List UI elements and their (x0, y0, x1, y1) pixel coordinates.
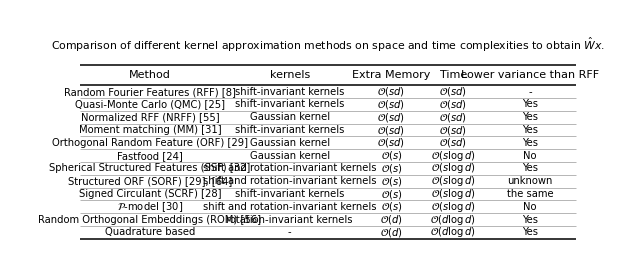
Text: Gaussian kernel: Gaussian kernel (250, 112, 330, 122)
Text: $\mathcal{O}(s\log d)$: $\mathcal{O}(s\log d)$ (431, 187, 476, 201)
Text: $\mathcal{O}(sd)$: $\mathcal{O}(sd)$ (440, 98, 467, 111)
Text: shift and rotation-invariant kernels: shift and rotation-invariant kernels (203, 176, 376, 186)
Text: Comparison of different kernel approximation methods on space and time complexit: Comparison of different kernel approxima… (51, 36, 605, 54)
Text: Gaussian kernel: Gaussian kernel (250, 151, 330, 161)
Text: $\mathcal{O}(s)$: $\mathcal{O}(s)$ (381, 188, 402, 200)
Text: $\mathcal{O}(sd)$: $\mathcal{O}(sd)$ (378, 124, 405, 136)
Text: Time: Time (440, 70, 467, 80)
Text: the same: the same (506, 189, 553, 199)
Text: Moment matching (MM) [31]: Moment matching (MM) [31] (79, 125, 221, 135)
Text: No: No (523, 202, 536, 212)
Text: $\mathcal{O}(s)$: $\mathcal{O}(s)$ (381, 175, 402, 188)
Text: $\mathcal{P}$-model [30]: $\mathcal{P}$-model [30] (117, 200, 183, 214)
Text: Gaussian kernel: Gaussian kernel (250, 138, 330, 148)
Text: Quadrature based: Quadrature based (105, 227, 195, 237)
Text: Yes: Yes (522, 227, 538, 237)
Text: $\mathcal{O}(sd)$: $\mathcal{O}(sd)$ (440, 124, 467, 136)
Text: Yes: Yes (522, 125, 538, 135)
Text: Structured ORF (SORF) [29], [64]: Structured ORF (SORF) [29], [64] (68, 176, 232, 186)
Text: Yes: Yes (522, 99, 538, 109)
Text: No: No (523, 151, 536, 161)
Text: $\mathcal{O}(s)$: $\mathcal{O}(s)$ (381, 149, 402, 162)
Text: Method: Method (129, 70, 171, 80)
Text: Random Fourier Features (RFF) [8]: Random Fourier Features (RFF) [8] (64, 87, 236, 97)
Text: $\mathcal{O}(d\log d)$: $\mathcal{O}(d\log d)$ (430, 213, 476, 227)
Text: shift-invariant kernels: shift-invariant kernels (235, 87, 344, 97)
Text: Extra Memory: Extra Memory (352, 70, 431, 80)
Text: $\mathcal{O}(sd)$: $\mathcal{O}(sd)$ (378, 136, 405, 149)
Text: $\mathcal{O}(d)$: $\mathcal{O}(d)$ (380, 226, 403, 239)
Text: unknown: unknown (507, 176, 552, 186)
Text: $\mathcal{O}(sd)$: $\mathcal{O}(sd)$ (378, 111, 405, 124)
Text: $\mathcal{O}(d)$: $\mathcal{O}(d)$ (380, 213, 403, 226)
Text: shift-invariant kernels: shift-invariant kernels (235, 99, 344, 109)
Text: shift and rotation-invariant kernels: shift and rotation-invariant kernels (203, 164, 376, 173)
Text: $\mathcal{O}(s\log d)$: $\mathcal{O}(s\log d)$ (431, 161, 476, 176)
Text: kernels: kernels (269, 70, 310, 80)
Text: Yes: Yes (522, 164, 538, 173)
Text: shift-invariant kernels: shift-invariant kernels (235, 189, 344, 199)
Text: Yes: Yes (522, 138, 538, 148)
Text: $\mathcal{O}(sd)$: $\mathcal{O}(sd)$ (440, 111, 467, 124)
Text: $\mathcal{O}(s)$: $\mathcal{O}(s)$ (381, 162, 402, 175)
Text: Lower variance than RFF: Lower variance than RFF (461, 70, 599, 80)
Text: rotation-invariant kernels: rotation-invariant kernels (227, 215, 353, 225)
Text: Random Orthogonal Embeddings (ROM) [56]: Random Orthogonal Embeddings (ROM) [56] (38, 215, 261, 225)
Text: -: - (528, 87, 532, 97)
Text: $\mathcal{O}(s)$: $\mathcal{O}(s)$ (381, 200, 402, 213)
Text: Normalized RFF (NRFF) [55]: Normalized RFF (NRFF) [55] (81, 112, 220, 122)
Text: $\mathcal{O}(d\log d)$: $\mathcal{O}(d\log d)$ (430, 225, 476, 239)
Text: Yes: Yes (522, 215, 538, 225)
Text: -: - (288, 227, 292, 237)
Text: Fastfood [24]: Fastfood [24] (117, 151, 183, 161)
Text: Yes: Yes (522, 112, 538, 122)
Text: $\mathcal{O}(sd)$: $\mathcal{O}(sd)$ (440, 136, 467, 149)
Text: $\mathcal{O}(sd)$: $\mathcal{O}(sd)$ (440, 85, 467, 98)
Text: $\mathcal{O}(s\log d)$: $\mathcal{O}(s\log d)$ (431, 200, 476, 214)
Text: $\mathcal{O}(sd)$: $\mathcal{O}(sd)$ (378, 85, 405, 98)
Text: Spherical Structured Features (SSF) [32]: Spherical Structured Features (SSF) [32] (49, 164, 250, 173)
Text: Orthogonal Random Feature (ORF) [29]: Orthogonal Random Feature (ORF) [29] (52, 138, 248, 148)
Text: $\mathcal{O}(s\log d)$: $\mathcal{O}(s\log d)$ (431, 149, 476, 163)
Text: $\mathcal{O}(s\log d)$: $\mathcal{O}(s\log d)$ (431, 174, 476, 188)
Text: shift-invariant kernels: shift-invariant kernels (235, 125, 344, 135)
Text: Signed Circulant (SCRF) [28]: Signed Circulant (SCRF) [28] (79, 189, 221, 199)
Text: shift and rotation-invariant kernels: shift and rotation-invariant kernels (203, 202, 376, 212)
Text: Quasi-Monte Carlo (QMC) [25]: Quasi-Monte Carlo (QMC) [25] (75, 99, 225, 109)
Text: $\mathcal{O}(sd)$: $\mathcal{O}(sd)$ (378, 98, 405, 111)
